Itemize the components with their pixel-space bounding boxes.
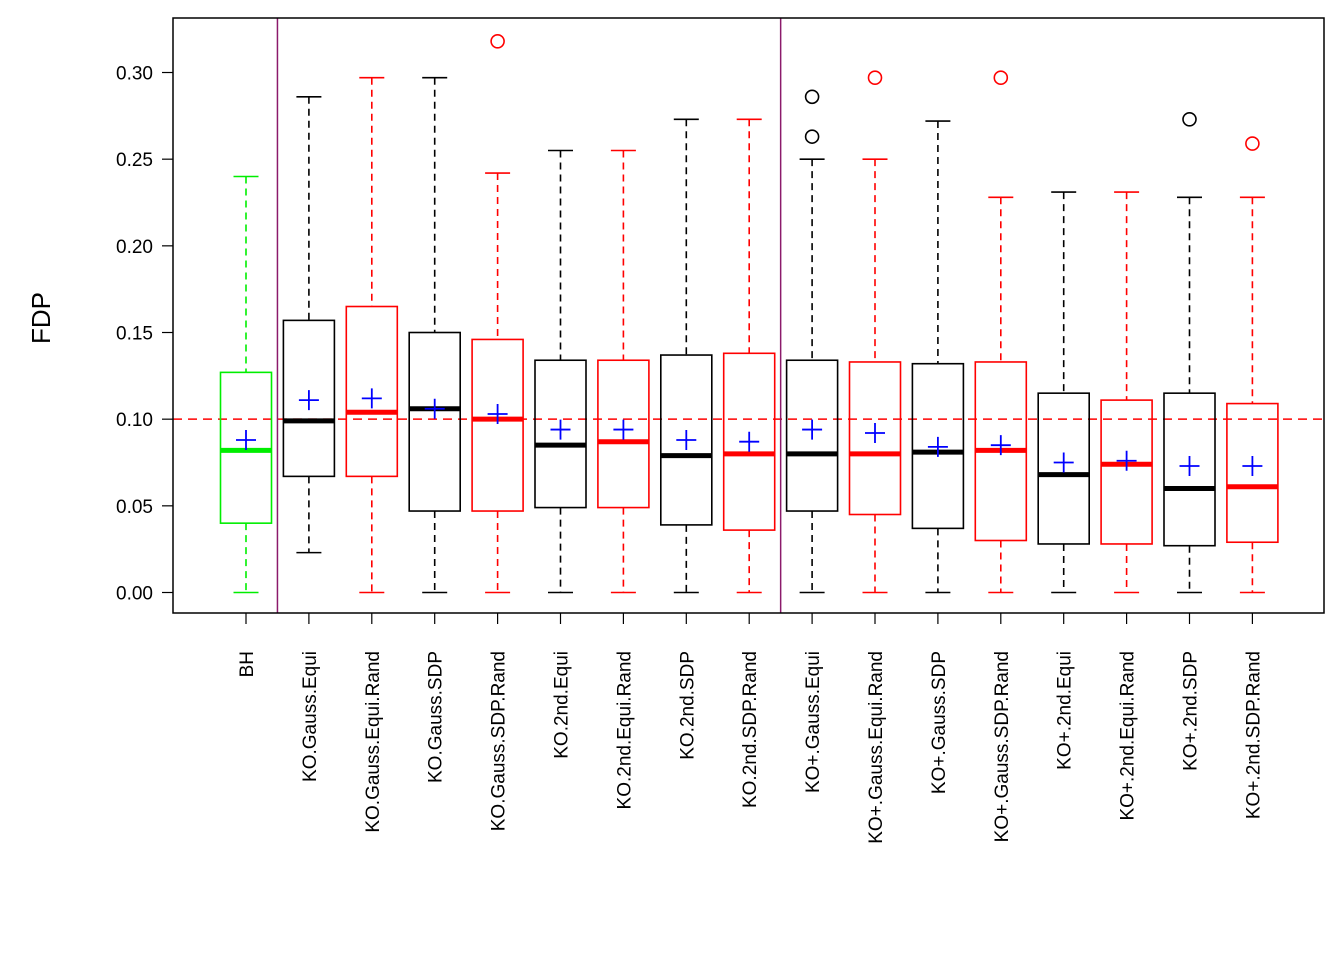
mean-marker-ko-gauss-equi — [298, 390, 319, 411]
mean-marker-koplus-2nd-sdp-rand — [1242, 455, 1263, 476]
y-tick-label-0.30: 0.30 — [116, 64, 153, 85]
box-koplus-2nd-equi-rand — [1100, 399, 1153, 545]
outlier-koplus-2nd-sdp-1 — [1182, 112, 1197, 127]
plot-area: BH KO.Gauss.Equi KO.Gauss.Equi.Rand KO.Gaus… — [116, 17, 1325, 844]
mean-marker-ko-2nd-sdp — [676, 429, 697, 450]
mean-marker-koplus-2nd-equi-rand — [1116, 450, 1137, 471]
box-koplus-2nd-sdp-rand — [1226, 402, 1279, 544]
mean-marker-ko-2nd-sdp-rand — [739, 431, 760, 452]
mean-marker-koplus-gauss-equi-rand — [865, 423, 885, 444]
outlier-ko-gauss-sdp-rand-1 — [490, 34, 505, 49]
box-koplus-2nd-equi — [1037, 392, 1090, 545]
mean-marker-koplus-gauss-equi — [802, 419, 823, 440]
box-koplus-gauss-equi — [785, 359, 839, 512]
mean-marker-koplus-2nd-equi — [1053, 452, 1074, 473]
box-ko-2nd-equi — [534, 359, 587, 509]
x-tick-label-ko-gauss-equi: KO.Gauss.Equi — [300, 651, 321, 782]
x-tick-label-ko-2nd-sdp: KO.2nd.SDP — [677, 651, 698, 760]
box-bh — [219, 371, 273, 524]
outlier-koplus-gauss-equi-1 — [804, 129, 820, 144]
mean-marker-koplus-gauss-sdp — [927, 436, 948, 457]
x-tick-label-ko-gauss-sdp: KO.Gauss.SDP — [426, 651, 447, 783]
mean-marker-ko-gauss-sdp — [424, 398, 445, 419]
mean-marker-koplus-gauss-sdp-rand — [990, 435, 1011, 456]
box-ko-2nd-equi-rand — [597, 359, 650, 509]
y-tick-label-0.05: 0.05 — [116, 497, 153, 518]
plot-frame — [172, 17, 1325, 614]
x-tick-label-koplus-gauss-equi: KO+.Gauss.Equi — [803, 651, 824, 793]
box-ko-gauss-equi-rand — [345, 305, 399, 478]
y-tick-label-0.25: 0.25 — [116, 150, 153, 171]
x-tick-label-ko-2nd-sdp-rand: KO.2nd.SDP.Rand — [740, 651, 761, 808]
box-koplus-gauss-sdp — [911, 362, 965, 530]
mean-marker-ko-2nd-equi-rand — [613, 419, 634, 440]
box-ko-2nd-sdp-rand — [722, 352, 776, 531]
outlier-koplus-gauss-sdp-rand-1 — [993, 70, 1009, 86]
box-ko-gauss-sdp-rand — [471, 338, 524, 512]
x-tick-label-ko-2nd-equi-rand: KO.2nd.Equi.Rand — [614, 651, 635, 809]
outlier-koplus-gauss-equi-rand-1 — [867, 70, 883, 86]
y-tick-label-0.00: 0.00 — [116, 584, 153, 605]
y-tick-label-0.20: 0.20 — [116, 237, 153, 258]
x-tick-label-ko-gauss-sdp-rand: KO.Gauss.SDP.Rand — [489, 651, 510, 831]
mean-marker-ko-2nd-equi — [550, 419, 571, 440]
mean-marker-koplus-2nd-sdp — [1179, 455, 1200, 476]
outlier-koplus-gauss-equi-2 — [804, 89, 820, 105]
x-tick-label-koplus-2nd-sdp-rand: KO+.2nd.SDP.Rand — [1243, 651, 1264, 819]
y-tick-label-0.10: 0.10 — [116, 410, 153, 431]
x-tick-label-koplus-2nd-equi-rand: KO+.2nd.Equi.Rand — [1118, 651, 1139, 821]
box-koplus-2nd-sdp — [1163, 392, 1216, 547]
box-ko-gauss-equi — [282, 319, 336, 478]
x-tick-label-bh: BH — [237, 651, 258, 677]
box-ko-2nd-sdp — [659, 354, 713, 526]
x-tick-label-koplus-gauss-sdp-rand: KO+.Gauss.SDP.Rand — [992, 651, 1013, 842]
box-ko-gauss-sdp — [408, 331, 462, 512]
x-tick-label-koplus-2nd-equi: KO+.2nd.Equi — [1055, 651, 1076, 770]
x-tick-label-ko-2nd-equi: KO.2nd.Equi — [552, 651, 573, 759]
y-axis-title: FDP — [26, 292, 56, 344]
mean-marker-ko-gauss-equi-rand — [361, 388, 382, 409]
x-tick-label-koplus-gauss-sdp: KO+.Gauss.SDP — [929, 651, 950, 794]
outlier-koplus-2nd-sdp-rand-1 — [1245, 136, 1260, 151]
x-tick-label-ko-gauss-equi-rand: KO.Gauss.Equi.Rand — [363, 651, 384, 833]
mean-marker-ko-gauss-sdp-rand — [487, 403, 508, 424]
x-tick-label-koplus-gauss-equi-rand: KO+.Gauss.Equi.Rand — [866, 651, 887, 844]
box-koplus-gauss-equi-rand — [848, 361, 902, 516]
y-tick-label-0.15: 0.15 — [116, 324, 153, 345]
mean-marker-bh — [236, 429, 256, 450]
x-tick-label-koplus-2nd-sdp: KO+.2nd.SDP — [1181, 651, 1202, 771]
